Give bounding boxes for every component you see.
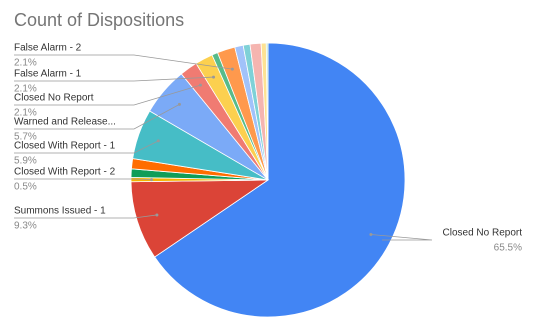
slice-label: Closed No Report	[443, 228, 523, 239]
leader-dot	[150, 178, 154, 182]
slice-label: Closed With Report - 2	[14, 167, 116, 178]
slice-label: Summons Issued - 1	[14, 206, 106, 217]
leader-line	[14, 214, 157, 219]
slice-label: False Alarm - 1	[14, 69, 82, 80]
slice-value: 0.5%	[14, 182, 37, 193]
slice-label: False Alarm - 2	[14, 43, 82, 54]
leader-dot	[230, 67, 234, 71]
slice-value: 9.3%	[14, 221, 37, 232]
leader-dot	[156, 139, 160, 143]
slice-label: Closed No Report	[14, 93, 94, 104]
leader-dot	[198, 83, 202, 87]
leader-dot	[177, 102, 181, 106]
leader-line	[14, 104, 180, 130]
chart-title: Count of Dispositions	[14, 10, 184, 30]
pie-slice	[265, 42, 269, 181]
slice-value: 5.7%	[14, 132, 37, 143]
leader-dot	[155, 213, 159, 217]
leader-dot	[212, 75, 216, 79]
leader-line	[14, 178, 152, 181]
pie-slice	[130, 179, 270, 258]
leader-line	[370, 234, 433, 241]
leader-dot	[369, 232, 373, 236]
leader-line	[14, 84, 201, 106]
slice-value: 2.1%	[14, 84, 37, 95]
slice-value: 2.1%	[14, 58, 37, 69]
pie-slice	[154, 42, 406, 318]
leader-line	[14, 76, 214, 82]
slice-value: 65.5%	[494, 243, 522, 254]
slice-label: Closed With Report - 1	[14, 141, 116, 152]
slice-label: Warned and Release...	[14, 117, 116, 128]
leader-line	[14, 54, 233, 70]
slice-value: 5.9%	[14, 156, 37, 167]
leader-line	[14, 140, 159, 154]
slice-value: 2.1%	[14, 108, 37, 119]
